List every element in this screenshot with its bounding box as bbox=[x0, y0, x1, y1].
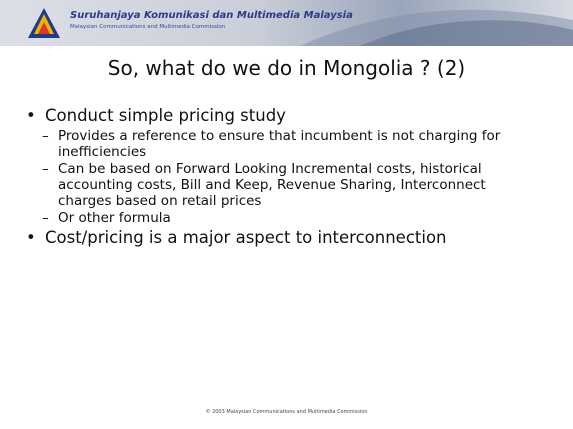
bullet-list: Conduct simple pricing study Provides a r… bbox=[22, 106, 542, 250]
sub-bullet: Provides a reference to ensure that incu… bbox=[22, 128, 542, 160]
banner-art bbox=[0, 0, 573, 46]
sub-bullet: Or other formula bbox=[22, 210, 542, 226]
org-name: Suruhanjaya Komunikasi dan Multimedia Ma… bbox=[70, 10, 353, 21]
header-banner: Suruhanjaya Komunikasi dan Multimedia Ma… bbox=[0, 0, 573, 46]
slide: {"header": {"org_name": "Suruhanjaya Kom… bbox=[0, 0, 573, 429]
bullet: Conduct simple pricing study Provides a r… bbox=[22, 106, 542, 226]
sub-bullet: Can be based on Forward Looking Incremen… bbox=[22, 161, 542, 209]
footer: © 2003 Malaysian Communications and Mult… bbox=[0, 409, 573, 415]
bullet: Cost/pricing is a major aspect to interc… bbox=[22, 228, 542, 248]
bullet-text: Conduct simple pricing study bbox=[45, 106, 286, 125]
org-subtitle: Malaysian Communications and Multimedia … bbox=[70, 24, 225, 30]
sub-list: Provides a reference to ensure that incu… bbox=[22, 128, 542, 226]
slide-title: So, what do we do in Mongolia ? (2) bbox=[0, 56, 573, 80]
bullet-text: Cost/pricing is a major aspect to interc… bbox=[45, 228, 447, 247]
